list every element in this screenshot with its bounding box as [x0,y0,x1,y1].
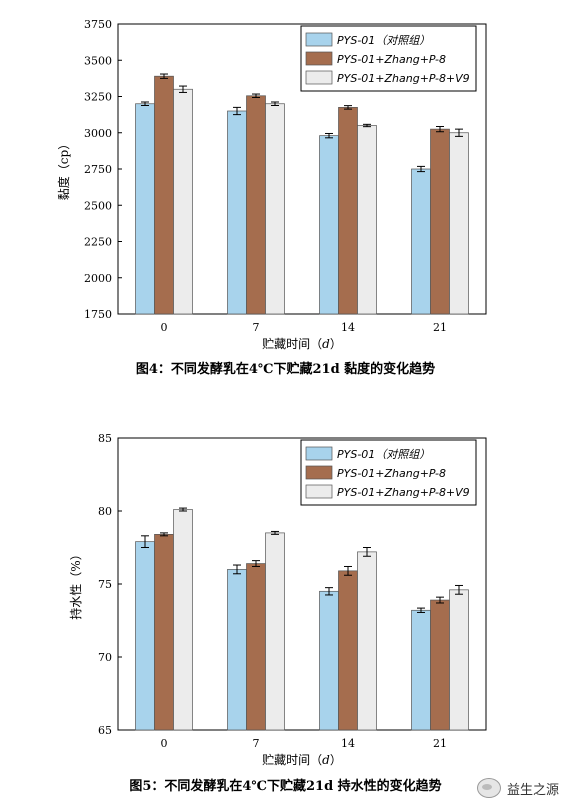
chart1-bar [135,103,155,315]
chart1-legend-swatch [305,32,333,47]
water-holding-chart-caption: 图5：不同发酵乳在4℃下贮藏21d 持水性的变化趋势 [129,779,442,794]
chart1-legend-swatch [305,51,333,66]
watermark-text: 益生之源 [506,782,559,798]
chart2-ytick-label: 80 [98,505,112,518]
chart2-xtick-label: 14 [341,737,355,750]
chart1-legend-label: PYS-01+Zhang+P-8+V9 [337,72,470,85]
chart2-xtick-label: 7 [253,737,260,750]
chart2-bar [173,509,193,731]
chart2-bar [357,551,377,731]
chart1-bar [357,125,377,315]
chart2-legend-label: PYS-01（对照组） [337,448,430,461]
chart1-bar [430,128,450,315]
chart2-xlabel: 贮藏时间（d） [262,752,342,767]
chart1-xtick-label: 7 [253,321,260,334]
chart2-xtick-label: 0 [161,737,168,750]
chart2-xlabel-unit: d [322,753,330,767]
chart2-xlabel-main: 贮藏时间（ [262,752,322,767]
chart2-bar [338,570,358,731]
chart1-xtick-label: 21 [433,321,447,334]
chart2-xtick-label: 21 [433,737,447,750]
chart1-ytick-label: 2000 [84,272,112,285]
chart1-ytick-label: 2250 [84,236,112,249]
chart2-ylabel: 持水性（%） [68,548,83,619]
chart2-legend-swatch [305,484,333,499]
chart2-bar [227,569,247,731]
chart2-legend-swatch [305,446,333,461]
chart2-legend-label: PYS-01+Zhang+P-8+V9 [337,486,470,499]
chart2-legend-label: PYS-01+Zhang+P-8 [337,467,446,480]
chart1-legend-label: PYS-01（对照组） [337,34,430,47]
chart2-bar [246,563,266,731]
chart1-xlabel-unit: d [322,337,330,351]
chart1-xtick-label: 14 [341,321,355,334]
chart2-bar [449,589,469,731]
chart1-bar [319,135,339,315]
chart2-ytick-label: 85 [98,432,112,445]
chart2-ytick-label: 75 [98,578,112,591]
chart1-bar [449,132,469,315]
watermark: 益生之源 [476,778,559,798]
chart1-bar [227,110,247,315]
chart1-bar [173,88,193,315]
chart2-bar [265,532,285,731]
chart1-ytick-label: 3250 [84,91,112,104]
chart1-bar [411,168,431,315]
water-holding-chart: 65 70 75 80 85 0 7 14 21 持水性（%） 贮藏时间（d） PYS-01（对照组）… [68,432,487,767]
chart1-ytick-label: 3750 [84,18,112,31]
wechat-icon [476,778,501,798]
chart2-ytick-label: 70 [98,651,112,664]
chart1-ytick-label: 3500 [84,54,112,67]
chart1-legend-label: PYS-01+Zhang+P-8 [337,53,446,66]
chart2-bar [411,609,431,731]
chart1-ylabel: 黏度（cp） [56,138,71,200]
chart2-ytick-label: 65 [98,724,112,737]
chart2-xlabel-close: ） [330,753,342,767]
viscosity-chart-caption: 图4：不同发酵乳在4℃下贮藏21d 黏度的变化趋势 [135,362,436,377]
chart1-xtick-label: 0 [161,321,168,334]
chart1-bar [246,95,266,315]
chart1-bar [338,107,358,315]
chart1-ytick-label: 3000 [84,127,112,140]
chart2-bar [154,534,174,731]
chart2-bar [135,541,155,731]
chart1-bar [265,103,285,315]
chart1-legend-swatch [305,70,333,85]
chart1-ytick-label: 1750 [84,308,112,321]
viscosity-chart: 1750 2000 2250 2500 2750 3000 3250 3500 3750 0 7 14… [56,18,487,351]
chart1-xlabel: 贮藏时间（d） [262,336,342,351]
chart2-legend-swatch [305,465,333,480]
chart1-xlabel-close: ） [330,337,342,351]
chart2-bar [430,599,450,731]
chart1-ytick-label: 2500 [84,199,112,212]
chart1-xlabel-main: 贮藏时间（ [262,336,322,351]
chart1-bar [154,75,174,315]
chart2-bar [319,590,339,731]
chart1-ytick-label: 2750 [84,163,112,176]
